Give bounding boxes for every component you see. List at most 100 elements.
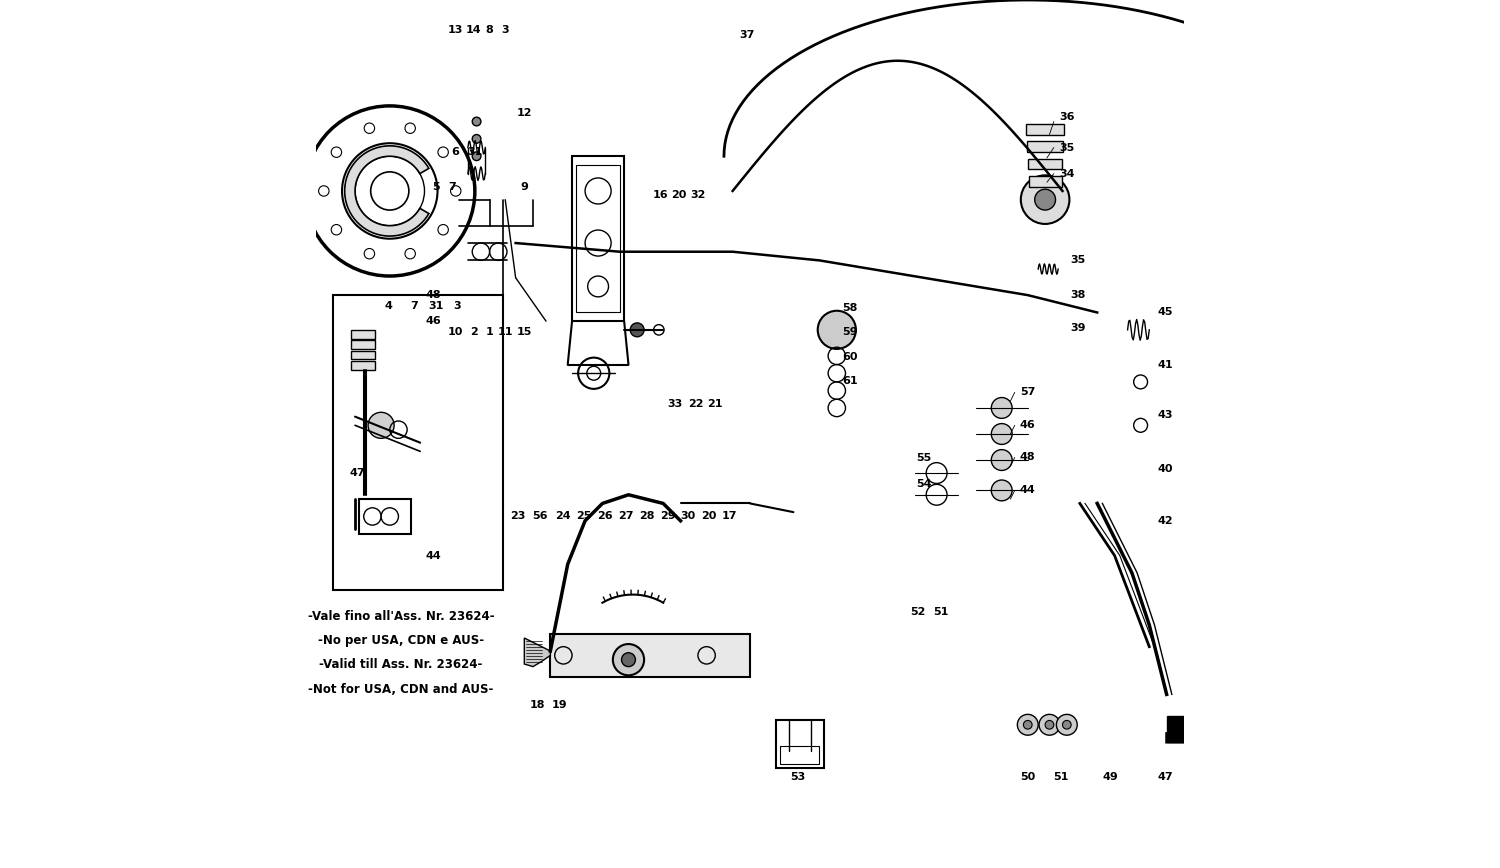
Text: 51: 51 (1053, 772, 1068, 782)
Text: 31: 31 (427, 300, 444, 311)
Bar (780, 746, 819, 764)
Text: 52: 52 (910, 607, 926, 617)
Text: 48: 48 (426, 290, 441, 300)
Text: 46: 46 (426, 316, 441, 326)
Polygon shape (525, 638, 550, 667)
Text: 56: 56 (532, 511, 548, 522)
Polygon shape (1167, 716, 1227, 742)
Circle shape (992, 424, 1012, 444)
Circle shape (621, 653, 636, 667)
Bar (1029, 176, 1062, 187)
Text: 2: 2 (470, 326, 478, 337)
Text: 51: 51 (933, 607, 948, 617)
Text: 41: 41 (1156, 359, 1173, 370)
Text: 21: 21 (708, 398, 723, 409)
Text: 22: 22 (688, 398, 703, 409)
Text: 37: 37 (740, 30, 754, 40)
Text: 59: 59 (842, 327, 858, 338)
Text: 50: 50 (1020, 772, 1035, 782)
Text: 32: 32 (690, 190, 705, 201)
Text: 16: 16 (652, 190, 669, 201)
Text: 19: 19 (550, 700, 567, 710)
Text: 60: 60 (842, 352, 858, 362)
Text: 9: 9 (520, 181, 528, 192)
Bar (1026, 124, 1063, 135)
Text: 44: 44 (426, 550, 441, 561)
Text: 24: 24 (555, 511, 570, 522)
Bar (351, 361, 375, 370)
Polygon shape (550, 634, 750, 677)
Text: 38: 38 (1071, 290, 1086, 300)
Text: 33: 33 (668, 398, 682, 409)
Text: 40: 40 (1156, 464, 1173, 474)
Text: 25: 25 (576, 511, 592, 522)
Text: 3: 3 (453, 300, 462, 311)
Text: 36: 36 (1059, 112, 1074, 122)
Text: 30: 30 (680, 511, 694, 522)
Text: 35: 35 (1071, 255, 1086, 266)
Circle shape (472, 135, 482, 143)
Circle shape (992, 480, 1012, 501)
Text: 10: 10 (447, 326, 462, 337)
Bar (776, 720, 824, 768)
Text: 35: 35 (1059, 142, 1074, 153)
Text: 43: 43 (1156, 410, 1173, 420)
Text: 46: 46 (1020, 420, 1035, 431)
Circle shape (1056, 714, 1077, 735)
Text: 20: 20 (670, 190, 687, 201)
Text: 15: 15 (516, 326, 532, 337)
Text: 61: 61 (842, 376, 858, 386)
Circle shape (630, 323, 644, 337)
Bar (360, 499, 411, 534)
Text: 29: 29 (660, 511, 675, 522)
Text: 1: 1 (486, 326, 494, 337)
Polygon shape (345, 146, 429, 236)
Text: 55: 55 (916, 453, 932, 464)
Text: 13: 13 (447, 25, 462, 36)
Text: 45: 45 (1156, 307, 1173, 318)
Text: 4: 4 (384, 300, 392, 311)
Bar (576, 165, 620, 312)
Text: 3: 3 (501, 25, 509, 36)
Bar (351, 351, 375, 359)
Circle shape (1040, 714, 1060, 735)
Circle shape (472, 117, 482, 126)
Text: 27: 27 (618, 511, 633, 522)
Circle shape (614, 644, 644, 675)
Text: 12: 12 (516, 108, 532, 118)
Bar (351, 340, 375, 349)
Bar (572, 156, 624, 321)
Text: -No per USA, CDN e AUS-: -No per USA, CDN e AUS- (318, 635, 484, 647)
Text: 5: 5 (432, 181, 439, 192)
Bar (1028, 141, 1063, 152)
Bar (351, 330, 375, 339)
Circle shape (992, 450, 1012, 470)
Text: 57: 57 (1020, 387, 1035, 398)
Bar (1028, 159, 1062, 169)
Text: 48: 48 (1020, 452, 1035, 463)
Text: 58: 58 (842, 303, 858, 313)
Circle shape (1035, 189, 1056, 210)
Circle shape (992, 398, 1012, 418)
Text: 42: 42 (1156, 516, 1173, 526)
Text: 34: 34 (1059, 168, 1074, 179)
Bar (333, 295, 502, 590)
Text: -Not for USA, CDN and AUS-: -Not for USA, CDN and AUS- (309, 683, 494, 695)
Text: 6: 6 (452, 147, 459, 157)
Circle shape (1062, 720, 1071, 729)
Circle shape (1046, 720, 1054, 729)
Text: 11: 11 (498, 326, 513, 337)
Text: 26: 26 (597, 511, 613, 522)
Text: 47: 47 (1156, 772, 1173, 782)
Polygon shape (1167, 716, 1298, 742)
Circle shape (1017, 714, 1038, 735)
Text: 8: 8 (486, 25, 494, 36)
Text: 28: 28 (639, 511, 654, 522)
Circle shape (368, 412, 394, 438)
Text: -Valid till Ass. Nr. 23624-: -Valid till Ass. Nr. 23624- (320, 659, 483, 671)
Text: -Vale fino all'Ass. Nr. 23624-: -Vale fino all'Ass. Nr. 23624- (308, 610, 495, 622)
Circle shape (1022, 175, 1070, 224)
Text: 7: 7 (410, 300, 419, 311)
Text: 53: 53 (790, 772, 806, 782)
Text: 47: 47 (350, 468, 366, 478)
